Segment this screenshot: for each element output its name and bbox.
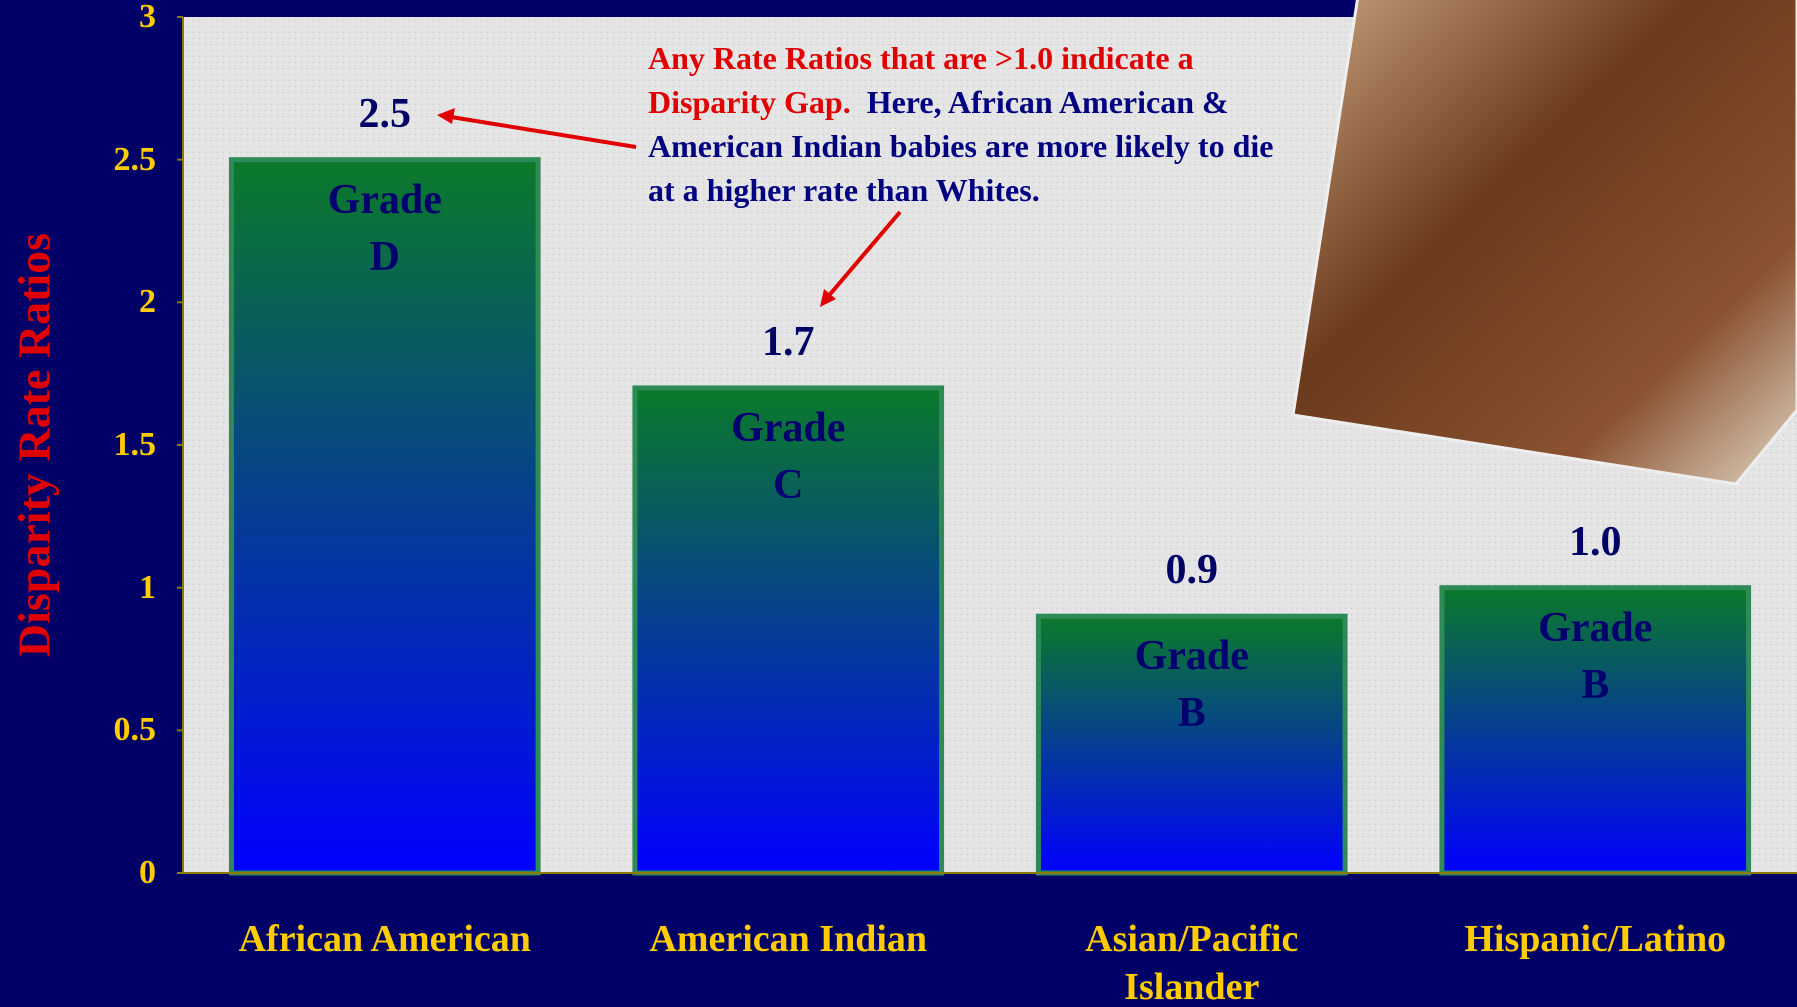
x-tick-label: Hispanic/Latino: [1445, 915, 1745, 963]
y-tick-label: 1: [76, 569, 156, 607]
grade-line: Grade: [1092, 628, 1292, 685]
value-label: 1.0: [1520, 518, 1670, 566]
value-label: 0.9: [1117, 546, 1267, 594]
photo: [1293, 0, 1797, 484]
grade-line: Grade: [1495, 600, 1695, 657]
y-tick-label: 1.5: [76, 426, 156, 464]
grade-line: D: [285, 229, 485, 286]
value-label: 2.5: [310, 90, 460, 138]
y-tick-label: 0: [76, 854, 156, 892]
grade-line: C: [688, 457, 888, 514]
x-tick-label: African American: [235, 915, 535, 963]
y-tick-label: 0.5: [76, 711, 156, 749]
y-tick-label: 2: [76, 283, 156, 321]
x-tick-label: Asian/Pacific Islander: [1042, 915, 1342, 1007]
grade-line: Grade: [688, 400, 888, 457]
x-tick-label: American Indian: [638, 915, 938, 963]
y-tick-label: 2.5: [76, 141, 156, 179]
y-tick-label: 3: [76, 0, 156, 36]
grade-line: B: [1092, 685, 1292, 742]
y-axis-label: Disparity Rate Ratios: [8, 233, 61, 657]
grade-line: Grade: [285, 172, 485, 229]
grade-line: B: [1495, 657, 1695, 714]
annotation: Any Rate Ratios that are >1.0 indicate a…: [648, 36, 1308, 212]
value-label: 1.7: [713, 318, 863, 366]
slide: Disparity Rate Ratios Any Rate Ratios th…: [0, 0, 1797, 1007]
